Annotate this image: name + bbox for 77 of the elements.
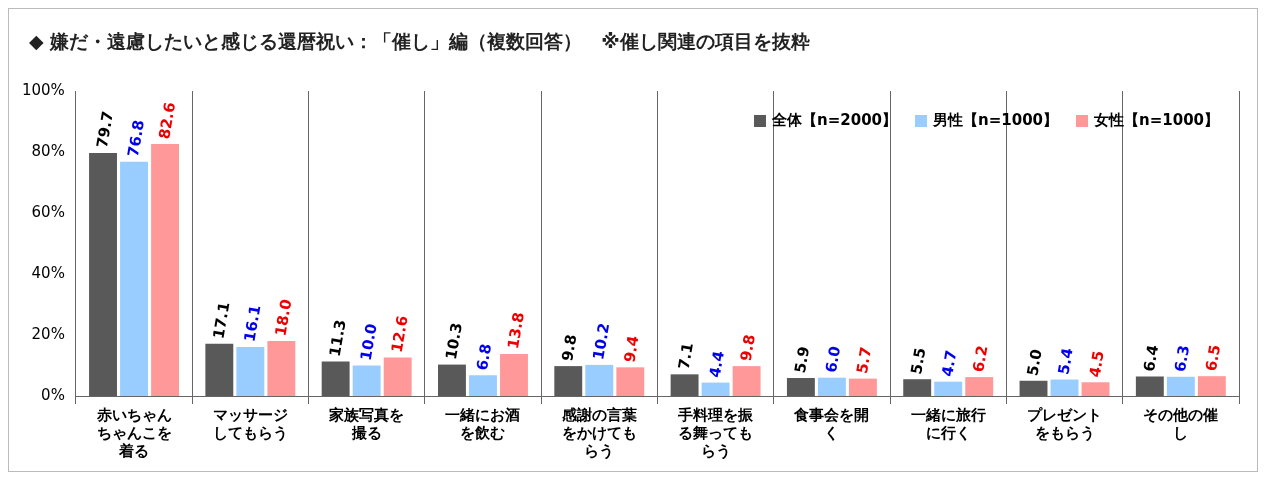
x-tick-label: 手料理を振る舞ってもらう (677, 405, 755, 460)
data-label: 4.4 (705, 349, 728, 379)
y-tick-label: 100% (21, 80, 65, 99)
bar (554, 366, 583, 396)
data-label: 6.8 (473, 342, 496, 372)
y-tick-label: 60% (31, 202, 65, 221)
bar (205, 343, 234, 396)
data-label: 10.3 (441, 321, 466, 361)
y-tick-label: 0% (41, 385, 65, 404)
data-label: 4.5 (1085, 349, 1108, 379)
bar (848, 378, 877, 396)
bar (1019, 380, 1048, 396)
data-label: 17.1 (209, 300, 234, 341)
bar (585, 364, 614, 396)
data-label: 5.0 (1023, 347, 1046, 378)
bar (352, 365, 381, 396)
bar (267, 341, 296, 396)
data-label: 5.5 (907, 346, 930, 376)
y-tick-label: 20% (31, 324, 65, 343)
data-label: 7.1 (674, 341, 697, 371)
data-label: 82.6 (155, 100, 180, 141)
bar (151, 144, 180, 396)
bar (1081, 382, 1110, 396)
data-label: 6.3 (1170, 343, 1194, 374)
data-label: 5.4 (1054, 346, 1077, 376)
data-label: 18.0 (271, 297, 296, 338)
bar (670, 374, 699, 396)
x-tick-label: 家族写真を撮る (328, 405, 405, 442)
data-label: 6.2 (969, 344, 992, 374)
x-tick-label: マッサージしてもらう (212, 405, 288, 442)
y-tick-label: 40% (31, 263, 65, 282)
bar (236, 346, 265, 396)
data-label: 6.4 (1139, 343, 1163, 373)
x-tick-label: その他の催し (1143, 405, 1219, 442)
data-label: 9.8 (558, 333, 581, 363)
bar (469, 375, 497, 396)
data-label: 12.6 (387, 314, 412, 354)
data-label: 10.0 (356, 322, 381, 362)
bar (1050, 379, 1079, 396)
y-tick-label: 80% (31, 141, 65, 160)
bar (786, 378, 815, 396)
x-tick-label: 感謝の言葉をかけてもらう (560, 405, 637, 460)
bar (965, 377, 994, 396)
chart-title: ◆ 嫌だ・遠慮したいと感じる還暦祝い：「催し」編（複数回答） ※催し関連の項目を抜粋 (29, 29, 810, 54)
bar (616, 367, 645, 396)
data-label: 6.5 (1201, 343, 1225, 373)
data-label: 13.8 (504, 310, 529, 351)
x-tick-label: 一緒にお酒を飲む (445, 405, 521, 442)
bar (500, 353, 528, 396)
bar (120, 161, 148, 396)
data-label: 9.8 (736, 333, 759, 363)
data-label: 5.9 (790, 345, 814, 375)
x-tick-label: プレゼントをもらう (1027, 405, 1103, 442)
data-label: 11.3 (325, 318, 350, 358)
bar (903, 379, 932, 396)
bar (732, 366, 761, 396)
data-label: 10.2 (589, 321, 614, 362)
bar (934, 381, 963, 396)
data-label: 5.7 (852, 345, 876, 375)
data-label: 6.0 (821, 344, 845, 375)
bar (1166, 376, 1195, 396)
data-label: 79.7 (93, 109, 118, 150)
x-tick-label: 食事会を開く (793, 405, 870, 442)
x-tick-label: 一緒に旅行に行く (910, 405, 986, 442)
bar (89, 152, 117, 396)
bar (817, 377, 846, 396)
x-tick-label: 赤いちゃんちゃんこを着る (95, 405, 172, 460)
bar (701, 382, 730, 396)
bar (321, 361, 350, 396)
data-label: 16.1 (240, 303, 265, 344)
bar (438, 364, 466, 396)
data-label: 4.7 (938, 348, 961, 378)
bar (383, 357, 412, 396)
data-label: 76.8 (124, 118, 149, 159)
data-label: 9.4 (620, 334, 643, 364)
bar (1197, 376, 1226, 396)
bar (1135, 376, 1164, 396)
